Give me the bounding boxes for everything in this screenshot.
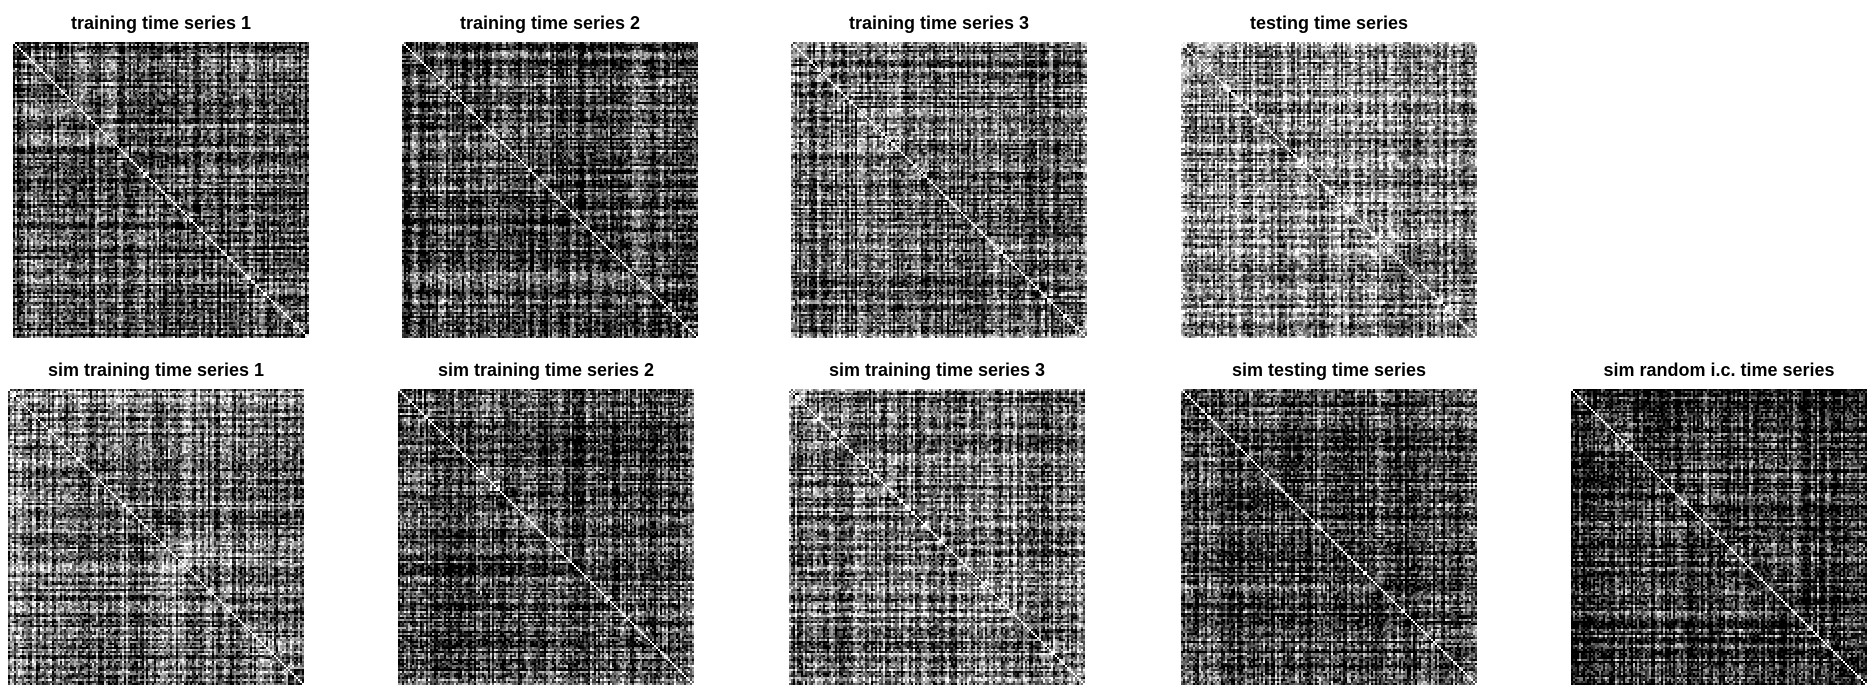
- heatmap-sim-training-1: [8, 389, 304, 685]
- panel-title: training time series 3: [848, 13, 1030, 33]
- panel-sim-training-3: sim training time series 3: [789, 355, 1085, 685]
- heatmap-sim-random-ic: [1571, 389, 1867, 685]
- panel-title: sim training time series 1: [47, 360, 265, 380]
- panel-sim-testing: sim testing time series: [1181, 355, 1477, 685]
- heatmap-testing: [1181, 42, 1477, 338]
- panel-sim-random-ic: sim random i.c. time series: [1571, 355, 1867, 685]
- panel-title: sim testing time series: [1231, 360, 1427, 380]
- panel-title: testing time series: [1249, 13, 1409, 33]
- panel-title: sim training time series 3: [828, 360, 1046, 380]
- heatmap-training-2: [402, 42, 698, 338]
- heatmap-sim-training-3: [789, 389, 1085, 685]
- panel-sim-training-1: sim training time series 1: [8, 355, 304, 685]
- panel-title: training time series 2: [459, 13, 641, 33]
- heatmap-sim-testing: [1181, 389, 1477, 685]
- panel-title: sim random i.c. time series: [1603, 360, 1835, 380]
- heatmap-training-1: [13, 42, 309, 338]
- panel-testing: testing time series: [1181, 8, 1477, 338]
- panel-training-1: training time series 1: [13, 8, 309, 338]
- heatmap-training-3: [791, 42, 1087, 338]
- heatmap-sim-training-2: [398, 389, 694, 685]
- panel-sim-training-2: sim training time series 2: [398, 355, 694, 685]
- panel-training-3: training time series 3: [791, 8, 1087, 338]
- panel-title: sim training time series 2: [437, 360, 655, 380]
- panel-training-2: training time series 2: [402, 8, 698, 338]
- panel-title: training time series 1: [70, 13, 252, 33]
